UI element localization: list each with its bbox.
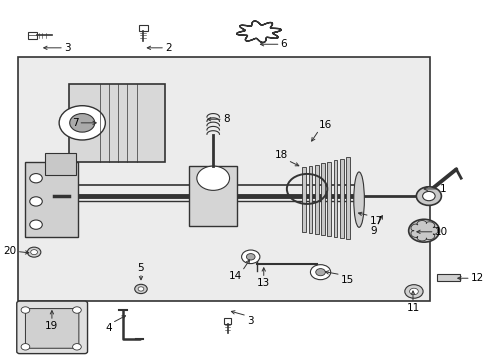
Circle shape — [72, 343, 81, 350]
Bar — [308, 166, 312, 233]
Circle shape — [315, 269, 325, 276]
Bar — [44, 153, 76, 175]
Bar — [326, 162, 330, 236]
Circle shape — [310, 265, 330, 280]
Bar — [436, 274, 459, 281]
Circle shape — [197, 166, 229, 190]
Text: 20: 20 — [3, 247, 17, 256]
Bar — [333, 160, 337, 237]
Text: 4: 4 — [105, 323, 112, 333]
Bar — [189, 166, 237, 226]
Text: 7: 7 — [72, 118, 78, 128]
Text: 3: 3 — [246, 316, 253, 326]
Circle shape — [404, 285, 422, 298]
Text: 17: 17 — [369, 216, 382, 226]
Circle shape — [70, 113, 95, 132]
Bar — [302, 167, 305, 232]
Text: 15: 15 — [340, 275, 353, 285]
Circle shape — [134, 284, 147, 294]
Text: 5: 5 — [138, 263, 144, 273]
Circle shape — [27, 247, 41, 257]
Circle shape — [30, 174, 42, 183]
Text: 13: 13 — [257, 278, 270, 288]
Circle shape — [21, 307, 30, 313]
Text: 8: 8 — [223, 114, 229, 124]
Circle shape — [30, 220, 42, 229]
Text: 2: 2 — [165, 43, 171, 53]
Circle shape — [21, 343, 30, 350]
Text: 9: 9 — [369, 226, 376, 237]
Text: 12: 12 — [470, 273, 483, 283]
Circle shape — [31, 249, 38, 255]
Text: 19: 19 — [45, 321, 59, 331]
Bar — [224, 318, 231, 324]
Bar — [346, 157, 349, 239]
Circle shape — [59, 106, 105, 140]
Bar — [139, 25, 147, 31]
Circle shape — [241, 250, 259, 264]
Bar — [28, 32, 37, 39]
Text: 3: 3 — [64, 43, 70, 53]
Circle shape — [72, 307, 81, 313]
Circle shape — [409, 288, 417, 295]
Bar — [339, 159, 343, 238]
Text: 14: 14 — [228, 271, 242, 281]
Circle shape — [246, 253, 255, 260]
FancyBboxPatch shape — [18, 57, 429, 301]
FancyBboxPatch shape — [17, 301, 87, 354]
Text: 10: 10 — [434, 227, 447, 237]
Circle shape — [30, 197, 42, 206]
Circle shape — [138, 287, 143, 291]
Bar — [314, 165, 318, 234]
Circle shape — [422, 192, 434, 201]
Circle shape — [415, 187, 441, 205]
Text: 6: 6 — [280, 39, 286, 49]
Circle shape — [408, 219, 439, 242]
Bar — [25, 162, 78, 237]
FancyBboxPatch shape — [25, 309, 79, 348]
Ellipse shape — [353, 172, 364, 227]
Text: 1: 1 — [439, 184, 445, 194]
Text: 16: 16 — [319, 120, 332, 130]
Text: 11: 11 — [406, 303, 419, 313]
Bar — [321, 163, 324, 235]
Bar — [69, 84, 165, 162]
Text: 18: 18 — [274, 150, 287, 160]
